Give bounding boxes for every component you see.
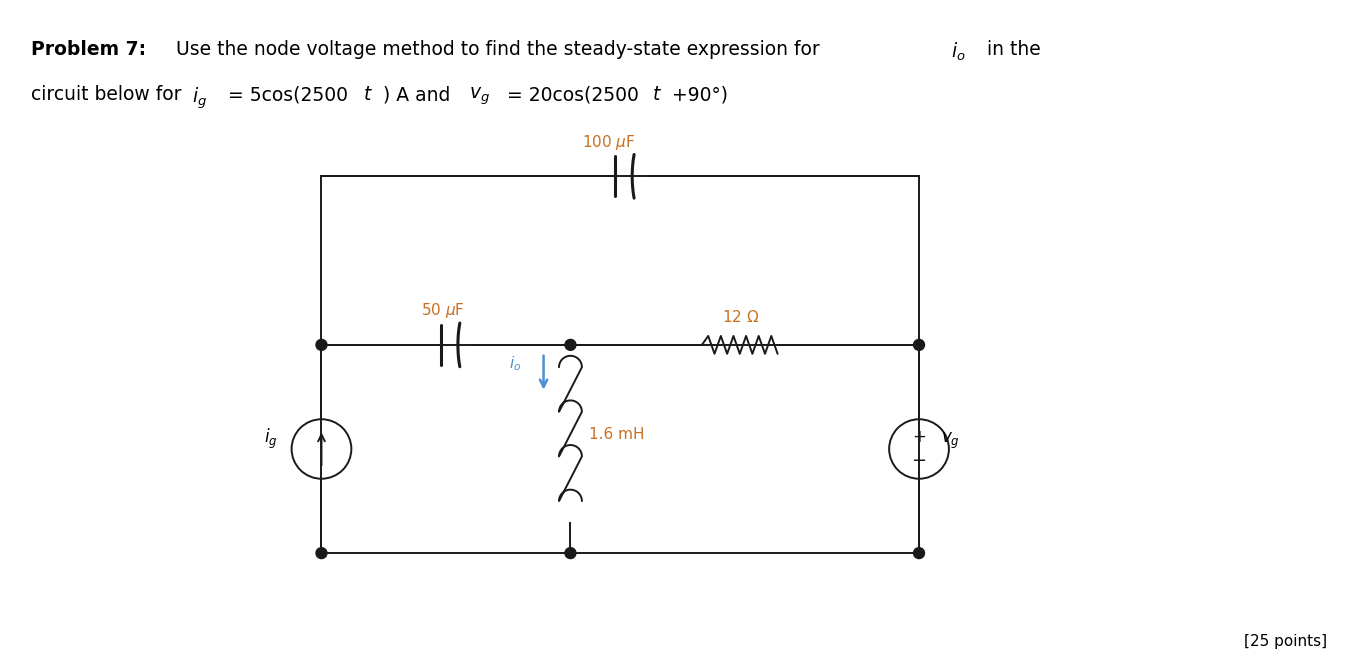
Circle shape <box>565 548 576 558</box>
Text: $i_g$: $i_g$ <box>192 85 207 111</box>
Text: 1.6 mH: 1.6 mH <box>589 426 645 442</box>
Circle shape <box>914 339 925 350</box>
Text: ) A and: ) A and <box>383 85 457 104</box>
Text: in the: in the <box>981 40 1041 59</box>
Text: +: + <box>913 428 926 446</box>
Text: $v_g$: $v_g$ <box>941 431 960 451</box>
Circle shape <box>316 339 327 350</box>
Circle shape <box>316 548 327 558</box>
Text: $t$: $t$ <box>652 85 662 104</box>
Text: 100 $\mu$F: 100 $\mu$F <box>582 133 636 152</box>
Text: −: − <box>911 452 926 470</box>
Text: circuit below for: circuit below for <box>30 85 187 104</box>
Text: Use the node voltage method to find the steady-state expression for: Use the node voltage method to find the … <box>164 40 825 59</box>
Text: Problem 7:: Problem 7: <box>30 40 146 59</box>
Text: +90°): +90°) <box>672 85 728 104</box>
Circle shape <box>565 339 576 350</box>
Text: [25 points]: [25 points] <box>1244 634 1327 649</box>
Text: 12 $\Omega$: 12 $\Omega$ <box>722 309 760 325</box>
Text: $i_g$: $i_g$ <box>263 427 277 451</box>
Text: = 5cos(2500: = 5cos(2500 <box>222 85 348 104</box>
Circle shape <box>914 548 925 558</box>
Text: = 20cos(2500: = 20cos(2500 <box>501 85 638 104</box>
Text: 50 $\mu$F: 50 $\mu$F <box>421 301 465 320</box>
Text: $t$: $t$ <box>363 85 374 104</box>
Text: $i_o$: $i_o$ <box>509 355 521 374</box>
Text: $v_g$: $v_g$ <box>469 85 490 106</box>
Text: $i_o$: $i_o$ <box>951 40 966 63</box>
